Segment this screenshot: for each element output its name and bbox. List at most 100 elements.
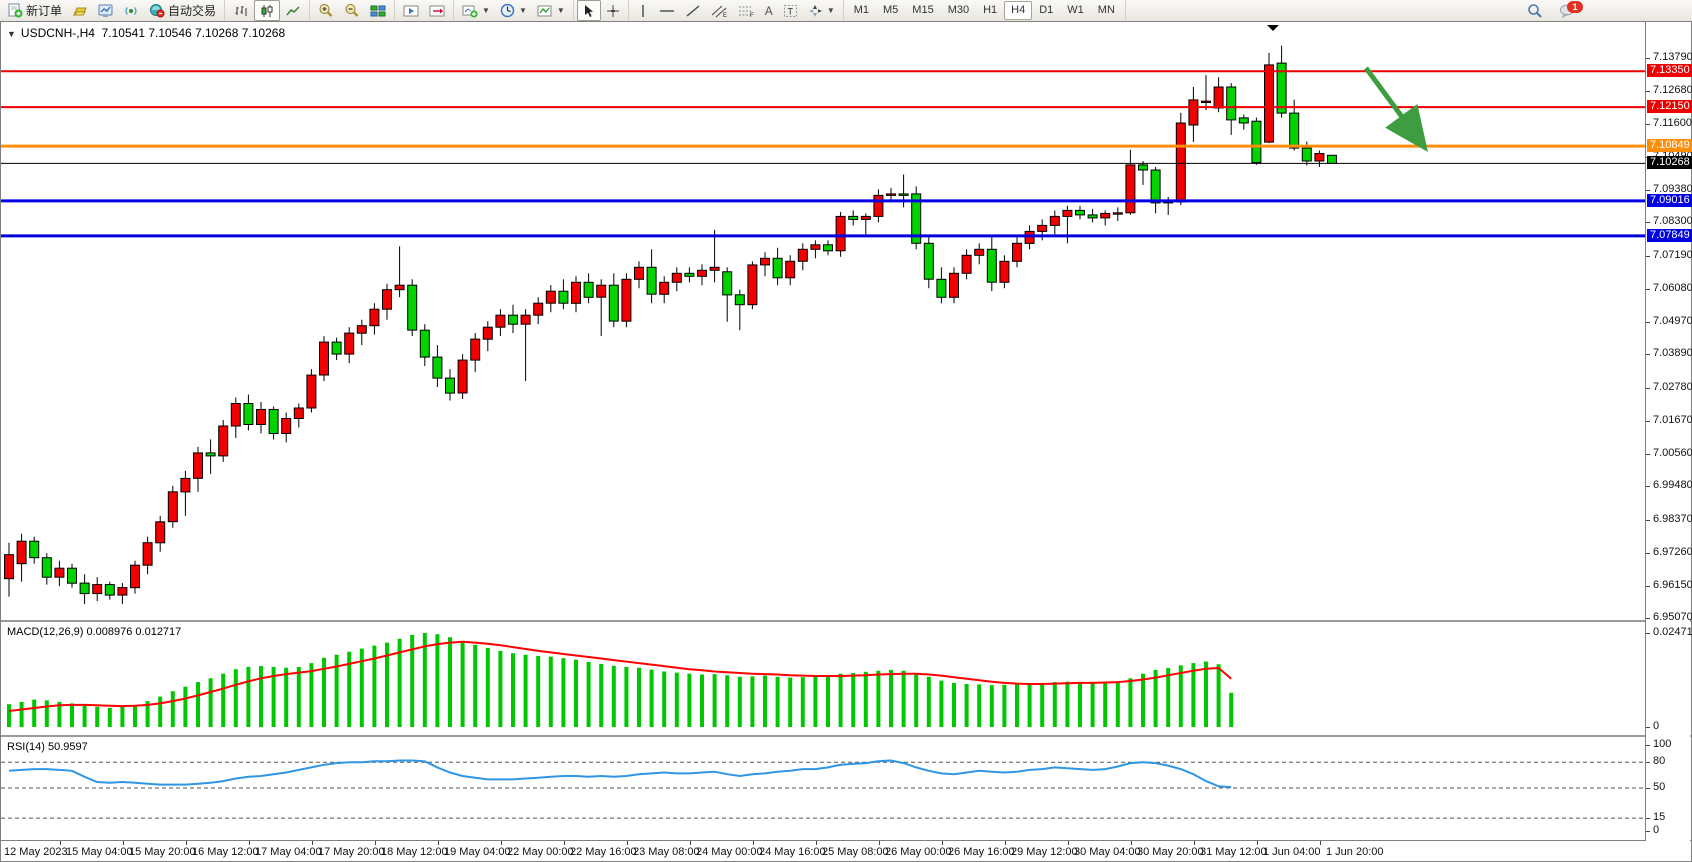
candle [356, 325, 367, 334]
candle [432, 356, 443, 379]
macd-histogram-bar [359, 648, 364, 727]
timeframe-button-h1[interactable]: H1 [983, 4, 998, 16]
timeframe-button-d1[interactable]: D1 [1039, 4, 1054, 16]
candle [949, 272, 959, 298]
macd-histogram-bar [498, 650, 503, 727]
candle [747, 264, 758, 306]
macd-histogram-bar [599, 663, 604, 727]
rsi-tick [1646, 745, 1650, 746]
candle [1138, 164, 1148, 171]
candle [180, 477, 191, 493]
chart-window: ▼ USDCNH-,H4 7.10541 7.10546 7.10268 7.10… [0, 21, 1692, 862]
indicators-button[interactable]: ▼ [532, 0, 570, 21]
rsi-tick-label: 50 [1653, 781, 1666, 793]
time-label: 1 Jun 04:00 [1263, 846, 1321, 858]
candle [886, 193, 896, 196]
candle [1226, 86, 1237, 121]
candlestick-mode-button[interactable] [254, 0, 281, 21]
candle [104, 584, 115, 596]
text-label-tool-button[interactable]: T [778, 0, 803, 21]
timeframe-button-h4[interactable]: H4 [1004, 1, 1033, 20]
time-axis[interactable]: 12 May 2023 15 May 04:00 15 May 20:00 16 Ma… [1, 841, 1691, 861]
equidistant-channel-tool-button[interactable]: E [706, 0, 733, 21]
price-axis[interactable]: 7.137907.126807.116007.104907.093807.083… [1646, 22, 1692, 841]
price-tick-label: 7.01670 [1653, 414, 1692, 426]
macd-histogram-bar [687, 673, 692, 727]
line-chart-mode-button[interactable] [280, 0, 306, 21]
time-label: 31 May 12:00 [1200, 846, 1267, 858]
time-tick [564, 841, 565, 845]
timeframe-button-mn[interactable]: MN [1097, 4, 1115, 16]
panel-separator[interactable] [1, 735, 1691, 738]
rsi-panel[interactable]: RSI(14) 50.9597 [1, 738, 1645, 840]
candle [1327, 154, 1337, 165]
periods-button[interactable]: ▼ [495, 0, 532, 21]
ohlc-values: 7.10541 7.10546 7.10268 7.10268 [101, 26, 286, 40]
bar-chart-mode-button[interactable] [228, 0, 254, 21]
candle [608, 284, 619, 322]
candle [394, 284, 405, 291]
macd-histogram-bar [637, 667, 641, 727]
panel-separator[interactable] [1, 620, 1691, 623]
main-chart-panel[interactable]: ▼ USDCNH-,H4 7.10541 7.10546 7.10268 7.10… [1, 22, 1645, 620]
time-label: 25 May 08:00 [822, 846, 889, 858]
tile-windows-button[interactable] [365, 0, 391, 21]
macd-histogram-bar [876, 670, 881, 727]
text-tool-button[interactable]: A [764, 3, 773, 18]
signals-button[interactable] [119, 0, 144, 21]
zoom-out-button[interactable] [339, 0, 365, 21]
macd-histogram-bar [485, 647, 490, 727]
macd-histogram-bar [838, 673, 843, 727]
chart-profile-button[interactable] [67, 0, 93, 21]
timeframe-button-m1[interactable]: M1 [853, 4, 870, 16]
macd-panel[interactable]: MACD(12,26,9) 0.008976 0.012717 [1, 623, 1645, 735]
chart-shift-button[interactable] [398, 0, 424, 21]
price-tick-label: 6.98370 [1653, 513, 1692, 525]
price-tick [1646, 289, 1650, 290]
candle [1100, 212, 1111, 219]
macd-histogram-bar [901, 670, 906, 727]
trendline-tool-button[interactable] [680, 0, 706, 21]
macd-histogram-bar [246, 666, 251, 727]
cursor-tool-button[interactable] [576, 0, 601, 21]
macd-histogram-bar [322, 657, 326, 727]
fibonacci-tool-button[interactable]: F [733, 0, 760, 21]
candle [117, 587, 128, 596]
new-chart-button[interactable]: ▼ [457, 0, 495, 21]
symbol-label: USDCNH-,H4 [20, 26, 95, 40]
timeframe-button-w1[interactable]: W1 [1067, 4, 1084, 16]
price-tick-label: 7.00560 [1653, 447, 1692, 459]
time-tick [1131, 841, 1132, 845]
candle [256, 409, 266, 425]
notifications-button[interactable]: 1 [1554, 0, 1583, 21]
horizontal-line-tool-button[interactable] [654, 0, 680, 21]
expander-icon[interactable]: ▼ [7, 29, 16, 39]
vertical-line-tool-button[interactable] [632, 0, 654, 21]
market-watch-button[interactable] [93, 0, 119, 21]
panel-separator [1, 840, 1691, 841]
search-button[interactable] [1522, 0, 1548, 21]
timeframe-button-m30[interactable]: M30 [947, 4, 970, 16]
candle [29, 540, 40, 559]
macd-signal-line [8, 640, 1232, 712]
new-order-button[interactable]: 新订单 [3, 0, 67, 21]
autotrading-button[interactable]: 自动交易 [144, 0, 221, 21]
quote-line: ▼ USDCNH-,H4 7.10541 7.10546 7.10268 7.10… [7, 26, 285, 40]
zoom-in-button[interactable] [313, 0, 339, 21]
macd-histogram-bar [926, 676, 931, 727]
crosshair-tool-button[interactable] [601, 0, 625, 21]
arrows-tool-button[interactable]: ▼ [803, 0, 840, 21]
macd-histogram-bar [523, 654, 528, 727]
macd-histogram-bar [1090, 682, 1095, 727]
timeframe-button-m15[interactable]: M15 [912, 4, 934, 16]
auto-scroll-button[interactable] [424, 0, 450, 21]
macd-tick [1646, 727, 1650, 728]
price-tick-label: 6.95070 [1653, 611, 1692, 623]
candle [860, 215, 871, 220]
timeframe-button-m5[interactable]: M5 [883, 4, 899, 16]
candle [344, 332, 355, 355]
price-tick [1646, 421, 1650, 422]
candlestick-chart[interactable] [1, 22, 1645, 620]
macd-histogram-bar [1027, 683, 1032, 727]
candle [911, 193, 922, 244]
